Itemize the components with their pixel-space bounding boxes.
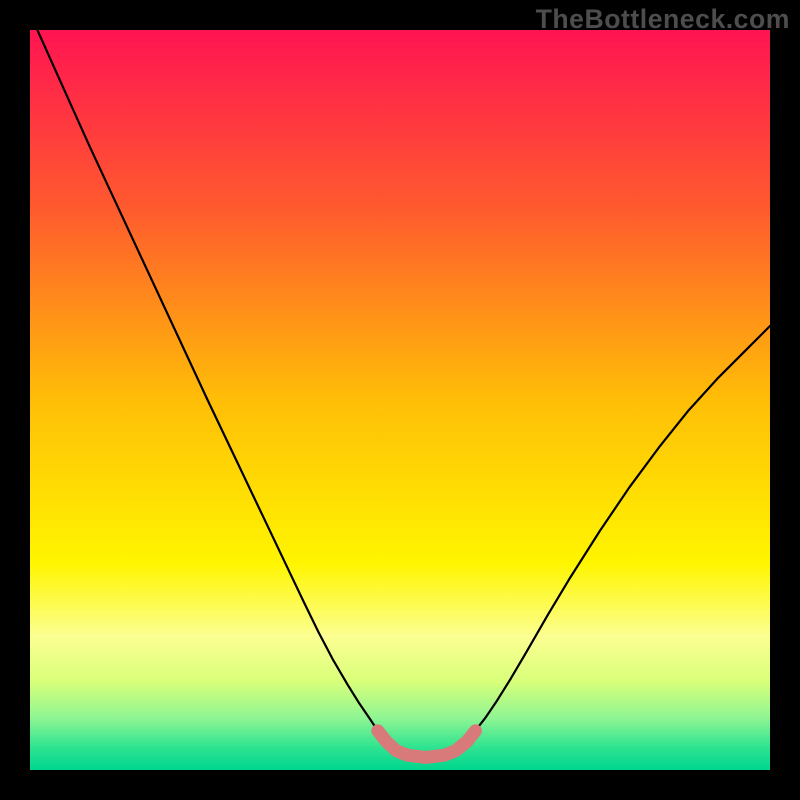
curve-layer <box>30 30 770 770</box>
sweet-spot-highlight <box>378 731 476 758</box>
watermark-text: TheBottleneck.com <box>536 4 790 35</box>
plot-area <box>30 30 770 770</box>
bottleneck-curve <box>37 30 770 758</box>
